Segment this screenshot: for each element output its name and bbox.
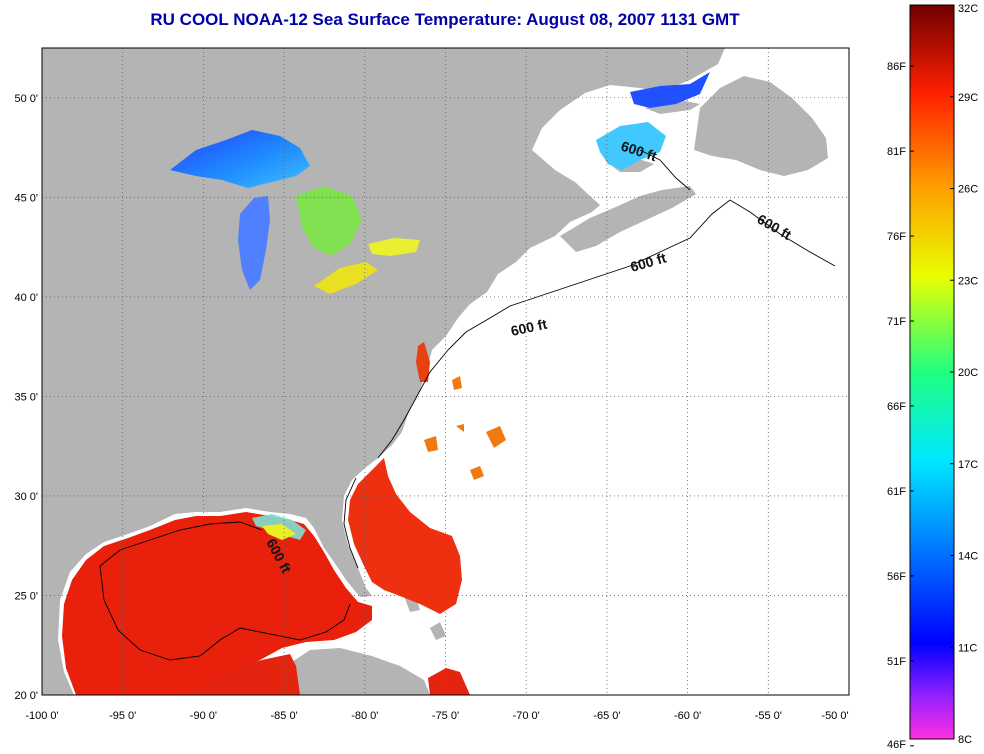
cb-label-51f: 51F	[887, 656, 906, 668]
cb-label-14c: 14C	[958, 551, 978, 563]
cb-label-86f: 86F	[887, 61, 906, 73]
cb-label-17c: 17C	[958, 459, 978, 471]
cb-label-20c: 20C	[958, 367, 978, 379]
lon-label-60: -60 0'	[674, 710, 701, 722]
map-frame	[41, 47, 850, 696]
lon-label-75: -75 0'	[432, 710, 459, 722]
cb-label-61f: 61F	[887, 486, 906, 498]
cb-label-76f: 76F	[887, 231, 906, 243]
600ft-isobaths	[99, 149, 836, 661]
contour-label-600ft-4: 600 ft	[509, 316, 548, 339]
cb-label-26c: 26C	[958, 184, 978, 196]
st-lawrence-blue-sst	[630, 72, 710, 108]
lake-michigan	[238, 196, 270, 290]
lat-label-35: 35 0'	[14, 391, 38, 403]
cb-label-71f: 71F	[887, 316, 906, 328]
lake-superior	[170, 130, 310, 188]
caribbean-sst	[180, 654, 470, 695]
anticosti-land	[645, 100, 700, 114]
atlantic-warm-sst	[348, 458, 462, 614]
cb-label-66f: 66F	[887, 401, 906, 413]
colorbar-fahrenheit-labels: 86F 81F 76F 71F 66F 61F 56F 51F 46F	[887, 61, 906, 751]
lon-label-55: -55 0'	[755, 710, 782, 722]
lat-label-45: 45 0'	[14, 192, 38, 204]
lat-label-40: 40 0'	[14, 292, 38, 304]
cuba-land	[292, 648, 430, 695]
panhandle-yellow-sst	[262, 524, 296, 540]
lon-label-90: -90 0'	[190, 710, 217, 722]
temperature-colorbar	[909, 4, 955, 740]
lake-erie	[314, 262, 378, 294]
lake-huron	[296, 186, 362, 256]
north-america-land	[42, 48, 725, 695]
cb-label-29c: 29C	[958, 92, 978, 104]
lon-label-95: -95 0'	[109, 710, 136, 722]
lon-label-85: -85 0'	[271, 710, 298, 722]
lon-label-65: -65 0'	[593, 710, 620, 722]
map-title: RU COOL NOAA-12 Sea Surface Temperature:…	[150, 10, 740, 29]
colorbar-celsius-labels: 32C 29C 26C 23C 20C 17C 14C 11C 8C	[958, 3, 978, 746]
lat-label-20: 20 0'	[14, 690, 38, 702]
newfoundland-land	[694, 76, 828, 176]
cb-label-23c: 23C	[958, 275, 978, 287]
nova-scotia-land	[560, 186, 696, 252]
lake-ontario	[368, 238, 420, 256]
cb-label-32c: 32C	[958, 3, 978, 15]
latitude-labels: 50 0' 45 0' 40 0' 35 0' 30 0' 25 0' 20 0…	[14, 93, 38, 702]
cb-label-11c: 11C	[958, 642, 977, 654]
cb-label-81f: 81F	[887, 146, 906, 158]
cb-label-46f: 46F	[887, 739, 906, 751]
lon-label-70: -70 0'	[513, 710, 540, 722]
bahamas-land	[380, 566, 446, 640]
cb-label-8c: 8C	[958, 734, 972, 746]
lon-label-80: -80 0'	[351, 710, 378, 722]
lon-label-100: -100 0'	[25, 710, 58, 722]
colorbar-ticks	[910, 4, 954, 747]
lon-label-50: -50 0'	[821, 710, 848, 722]
longitude-labels: -100 0' -95 0' -90 0' -85 0' -80 0' -75 …	[25, 710, 848, 722]
lat-label-30: 30 0'	[14, 491, 38, 503]
lat-label-50: 50 0'	[14, 93, 38, 105]
chesapeake-sst	[416, 342, 430, 382]
lat-label-25: 25 0'	[14, 590, 38, 602]
cb-label-56f: 56F	[887, 571, 906, 583]
st-lawrence-cold-sst	[596, 122, 666, 170]
